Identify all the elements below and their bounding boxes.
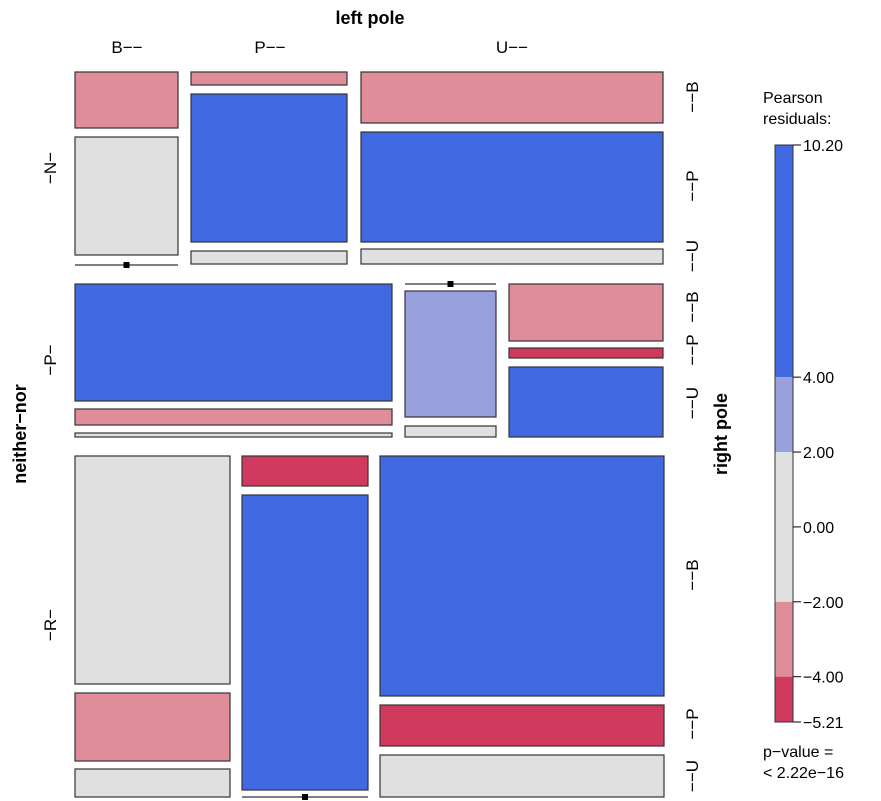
- left-axis-title: neither−nor: [10, 384, 30, 484]
- top-label-B: B−−: [111, 38, 142, 57]
- top-axis-title: left pole: [335, 8, 404, 28]
- tile-R-B-P: [74, 692, 231, 762]
- top-label-U: U−−: [496, 38, 528, 57]
- legend-band-mild_pos: [775, 377, 793, 453]
- right-label-R-B: −−B: [683, 559, 702, 590]
- tile-P-B-B: [74, 283, 393, 402]
- tile-R-U-U: [379, 754, 665, 798]
- right-label-P-B: −−B: [683, 291, 702, 322]
- tile-R-B-B: [74, 455, 231, 685]
- tile-N-P-B: [190, 71, 348, 86]
- left-labels: −N− −P− −R−: [41, 152, 60, 641]
- legend-ticks: 10.20 4.00 2.00 0.00 −2.00 −4.00 −5.21: [793, 138, 844, 732]
- left-label-N: −N−: [41, 152, 60, 184]
- legend-frame: [774, 144, 794, 723]
- tile-N-B-B: [74, 71, 179, 129]
- legend-band-strong_pos: [775, 145, 793, 378]
- right-label-N-U: −−U: [683, 240, 702, 272]
- legend-tick-label: 2.00: [803, 445, 834, 462]
- tile-P-P-P: [404, 290, 497, 418]
- pvalue-line-1: p−value =: [763, 744, 833, 761]
- tile-P-U-P: [508, 347, 664, 359]
- legend-bands: [774, 144, 794, 723]
- left-label-P: −P−: [41, 344, 60, 375]
- tile-N-U-U: [360, 248, 664, 265]
- tile-N-B-P: [74, 136, 179, 256]
- pvalue-line-2: < 2.22e−16: [763, 765, 844, 782]
- top-labels: B−− P−− U−−: [111, 38, 528, 57]
- legend-tick-label: −2.00: [803, 595, 844, 612]
- legend-tick-label: 4.00: [803, 370, 834, 387]
- legend-tick-label: 10.20: [803, 138, 843, 155]
- right-label-N-B: −−B: [683, 81, 702, 112]
- right-label-R-U: −−U: [683, 760, 702, 792]
- tile-P-B-P: [74, 408, 393, 426]
- legend-tick-label: −4.00: [803, 670, 844, 687]
- left-label-R: −R−: [41, 609, 60, 641]
- right-axis-title: right pole: [711, 393, 731, 475]
- legend-band-mild_neg: [775, 601, 793, 677]
- tile-N-P-U: [190, 250, 348, 265]
- tile-R-U-P: [379, 704, 665, 747]
- tile-R-P-P: [241, 494, 369, 791]
- tile-R-U-B: [379, 455, 665, 697]
- tile-P-U-B: [508, 283, 664, 342]
- tile-P-U-U: [508, 366, 664, 438]
- tile-R-P-U: [242, 794, 368, 800]
- right-label-P-P: −−P: [683, 334, 702, 365]
- right-label-N-P: −−P: [683, 170, 702, 201]
- tile-N-U-B: [360, 71, 664, 124]
- tile-P-P-U: [404, 425, 497, 438]
- legend-title-line-1: Pearson: [763, 90, 823, 107]
- legend-tick-label: −5.21: [803, 715, 844, 732]
- right-label-R-P: −−P: [683, 708, 702, 739]
- tile-R-B-U: [74, 768, 231, 798]
- top-label-P: P−−: [254, 38, 285, 57]
- tile-R-P-B: [241, 455, 369, 487]
- right-label-P-U: −−U: [683, 387, 702, 419]
- right-labels: −−B −−P −−U −−B −−P −−U −−B −−P −−U: [683, 81, 702, 792]
- tile-P-B-U: [74, 432, 393, 438]
- tile-N-P-P: [190, 93, 348, 243]
- tile-N-U-P: [360, 131, 664, 243]
- legend-band-neutral: [775, 452, 793, 602]
- tile-N-B-U: [75, 262, 178, 268]
- mosaic-tiles: [74, 71, 665, 800]
- tile-P-P-B: [405, 281, 496, 287]
- legend-tick-label: 0.00: [803, 520, 834, 537]
- legend: Pearson residuals: 10.20 4.00 2.00 0.00 −2.0…: [763, 90, 844, 782]
- legend-title-line-2: residuals:: [763, 111, 831, 128]
- legend-band-strong_neg: [775, 676, 793, 722]
